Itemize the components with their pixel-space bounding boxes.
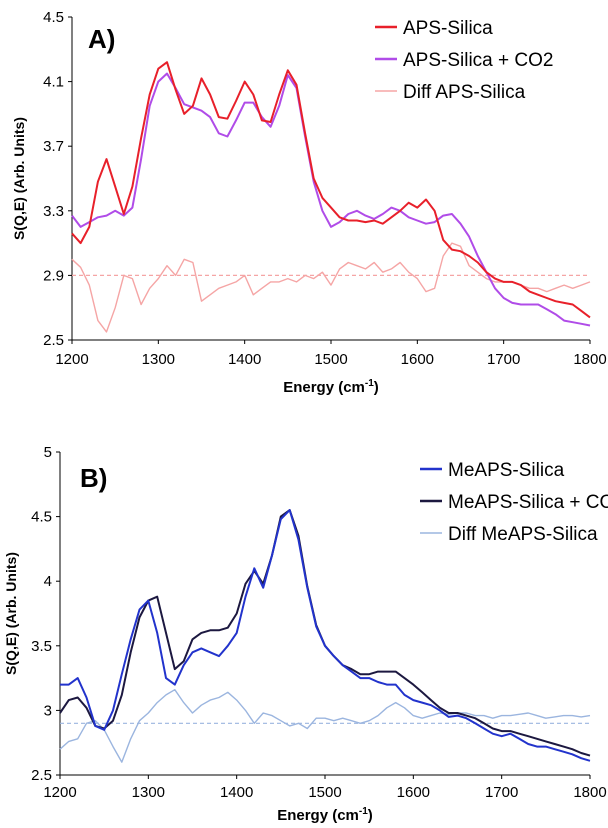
legend-label: APS-Silica + CO2	[403, 50, 553, 71]
x-tick-label: 1700	[485, 784, 518, 801]
legend-label: Diff APS-Silica	[403, 82, 526, 103]
chart-panel-b: 2.5 3 3.5 4 4.5 5 1200 1300 1400 1500 1600 1700 1800…	[3, 444, 608, 824]
y-tick-label: 2.9	[43, 267, 64, 284]
series-line-3	[71, 242, 591, 333]
legend-label: MeAPS-Silica + CO2	[448, 492, 608, 513]
y-tick-label: 3.7	[43, 138, 64, 155]
x-tick-label: 1500	[308, 784, 341, 801]
x-axis-label: Energy (cm-1)	[277, 806, 373, 824]
x-tick-label: 1200	[55, 351, 88, 368]
series-line-2	[71, 72, 591, 327]
y-tick-label: 4.5	[31, 509, 52, 526]
y-tick-label: 3.3	[43, 203, 64, 220]
y-tick-label: 2.5	[43, 332, 64, 349]
x-tick-label: 1700	[487, 351, 520, 368]
legend-label: MeAPS-Silica	[448, 460, 565, 481]
x-tick-label: 1400	[228, 351, 261, 368]
y-tick-label: 5	[44, 444, 52, 461]
y-tick-label: 4	[44, 573, 52, 590]
x-tick-label: 1800	[573, 784, 606, 801]
x-tick-label: 1200	[43, 784, 76, 801]
y-tick-label: 3.5	[31, 638, 52, 655]
legend-label: APS-Silica	[403, 18, 493, 39]
x-tick-label: 1500	[314, 351, 347, 368]
y-tick-label: 4.1	[43, 74, 64, 91]
panel-label: B)	[80, 463, 107, 493]
y-axis-label: S(Q,E) (Arb. Units)	[11, 117, 27, 240]
x-tick-label: 1800	[573, 351, 606, 368]
legend-label: Diff MeAPS-Silica	[448, 524, 598, 545]
y-tick-label: 3	[44, 702, 52, 719]
x-tick-label: 1600	[397, 784, 430, 801]
chart-panel-a: 2.5 2.9 3.3 3.7 4.1 4.5 1200 1300 1400 1500 1600 17…	[11, 9, 607, 396]
y-tick-label: 4.5	[43, 9, 64, 26]
x-tick-label: 1600	[401, 351, 434, 368]
y-axis-label: S(Q,E) (Arb. Units)	[3, 552, 19, 675]
series-line-1	[71, 61, 591, 319]
x-tick-label: 1300	[132, 784, 165, 801]
y-tick-label: 2.5	[31, 767, 52, 784]
series-line-3	[59, 689, 591, 763]
x-axis-label: Energy (cm-1)	[283, 378, 379, 396]
series-line-1	[60, 509, 591, 762]
x-tick-label: 1400	[220, 784, 253, 801]
panel-label: A)	[88, 24, 115, 54]
x-tick-label: 1300	[142, 351, 175, 368]
